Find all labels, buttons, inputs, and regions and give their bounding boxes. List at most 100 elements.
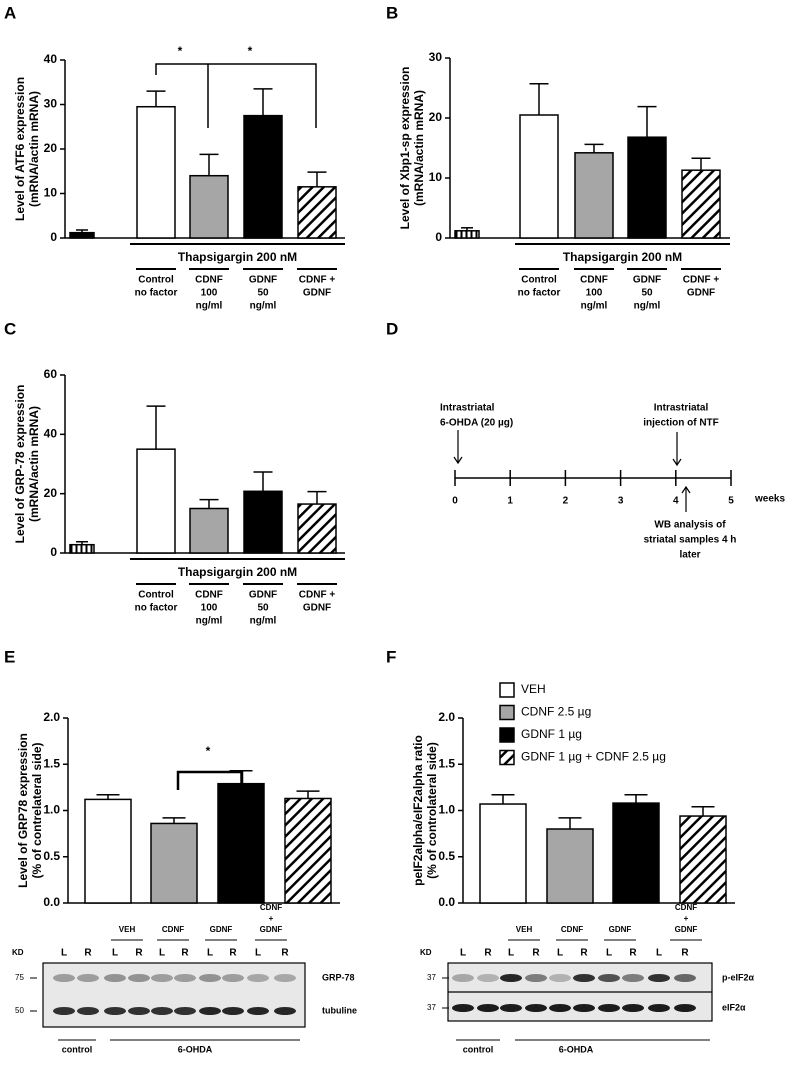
blot-band — [648, 974, 670, 982]
group-label: Thapsigargin 200 nM — [178, 565, 297, 579]
x-tick-label: 100 — [201, 288, 218, 299]
y-tick-label: 1.0 — [43, 803, 60, 817]
bar — [136, 448, 176, 554]
group-label: VEH — [516, 925, 533, 934]
timeline-event-label: later — [679, 550, 700, 561]
bar — [681, 169, 721, 239]
group-label: GDNF — [675, 925, 698, 934]
y-tick-label: 30 — [429, 50, 443, 64]
y-tick-label: 30 — [44, 97, 58, 111]
lane-label: L — [61, 948, 67, 959]
timeline-event-label: Intrastriatal — [440, 403, 495, 414]
y-tick-label: 0.5 — [43, 849, 60, 863]
lane-label: L — [606, 948, 612, 959]
marker-label: 50 — [15, 1006, 24, 1015]
blot-band — [598, 974, 620, 982]
lane-label: R — [580, 948, 588, 959]
lane-label: R — [532, 948, 540, 959]
blot-band — [199, 974, 221, 982]
x-tick-label: CDNF + — [683, 275, 720, 286]
timeline-unit: weeks — [754, 494, 785, 505]
legend-swatch — [499, 704, 515, 721]
y-tick-label: 1.0 — [438, 803, 455, 817]
lane-label: L — [656, 948, 662, 959]
blot-band — [622, 1004, 644, 1012]
band-label: p-eIF2α — [722, 972, 755, 982]
y-axis-label: (% of contrelateral side) — [30, 742, 44, 878]
condition-label: 6-OHDA — [559, 1044, 594, 1054]
blot-band — [500, 974, 522, 982]
lane-label: R — [181, 948, 189, 959]
y-axis-label: (mRNA/actin mRNA) — [412, 90, 426, 206]
blot-band — [674, 974, 696, 982]
x-tick-label: 50 — [641, 288, 653, 299]
condition-label: control — [463, 1044, 494, 1054]
legend-swatch — [499, 749, 515, 766]
blot-band — [500, 1004, 522, 1012]
blot-band — [477, 974, 499, 982]
x-tick-label: no factor — [518, 288, 561, 299]
x-tick-label: GDNF — [249, 590, 277, 601]
significance-bracket — [176, 770, 244, 790]
y-tick-label: 2.0 — [43, 710, 60, 724]
blot-band — [549, 1004, 571, 1012]
panel-label: C — [4, 319, 16, 338]
legend-label: CDNF 2.5 µg — [521, 705, 591, 719]
x-tick-label: 50 — [257, 288, 269, 299]
y-tick-label: 0 — [435, 230, 442, 244]
lane-label: R — [135, 948, 143, 959]
blot-band — [104, 1007, 126, 1015]
blot-band — [622, 974, 644, 982]
group-label: + — [684, 914, 689, 923]
bar — [136, 105, 176, 239]
legend-label: GDNF 1 µg + CDNF 2.5 µg — [521, 750, 666, 764]
blot-band — [77, 974, 99, 982]
bar — [243, 490, 283, 554]
blot-band — [247, 974, 269, 982]
panel-label: E — [4, 647, 15, 666]
blot-band — [53, 1007, 75, 1015]
timeline-event-label: injection of NTF — [643, 418, 719, 429]
marker-label: 37 — [427, 1003, 436, 1012]
timeline-event-label: Intrastriatal — [654, 403, 709, 414]
bar — [69, 543, 95, 554]
lane-label: R — [629, 948, 637, 959]
lane-label: L — [508, 948, 514, 959]
legend-swatch — [499, 727, 515, 743]
panel-label: D — [386, 319, 398, 338]
blot-band — [222, 1007, 244, 1015]
x-tick-label: Control — [138, 590, 174, 601]
y-tick-label: 10 — [44, 186, 58, 200]
timeline-event-label: WB analysis of — [654, 520, 726, 531]
y-tick-label: 1.5 — [43, 756, 60, 770]
legend-label: GDNF 1 µg — [521, 727, 582, 741]
legend-swatch — [499, 682, 515, 698]
blot-band — [274, 974, 296, 982]
bar — [519, 114, 559, 239]
blot-band — [274, 1007, 296, 1015]
kd-label: KD — [12, 948, 24, 957]
blot-band — [104, 974, 126, 982]
timeline-tick-label: 0 — [452, 496, 458, 507]
blot-band — [174, 1007, 196, 1015]
x-tick-label: CDNF + — [299, 590, 336, 601]
bar — [284, 797, 332, 904]
timeline-tick-label: 4 — [673, 496, 679, 507]
blot-band — [174, 974, 196, 982]
lane-label: L — [557, 948, 563, 959]
y-tick-label: 1.5 — [438, 756, 455, 770]
condition-label: control — [62, 1044, 93, 1054]
y-tick-label: 10 — [429, 170, 443, 184]
timeline-tick-label: 1 — [507, 496, 513, 507]
arrow-head — [453, 456, 463, 465]
x-tick-label: ng/ml — [250, 616, 277, 627]
y-tick-label: 0.0 — [438, 895, 455, 909]
bar — [217, 782, 265, 904]
x-tick-label: CDNF + — [299, 275, 336, 286]
group-label: CDNF — [162, 925, 184, 934]
panel-label: F — [386, 647, 396, 666]
blot-frame — [42, 962, 306, 1028]
group-label: CDNF — [561, 925, 583, 934]
x-tick-label: CDNF — [195, 275, 223, 286]
bar — [627, 136, 667, 239]
